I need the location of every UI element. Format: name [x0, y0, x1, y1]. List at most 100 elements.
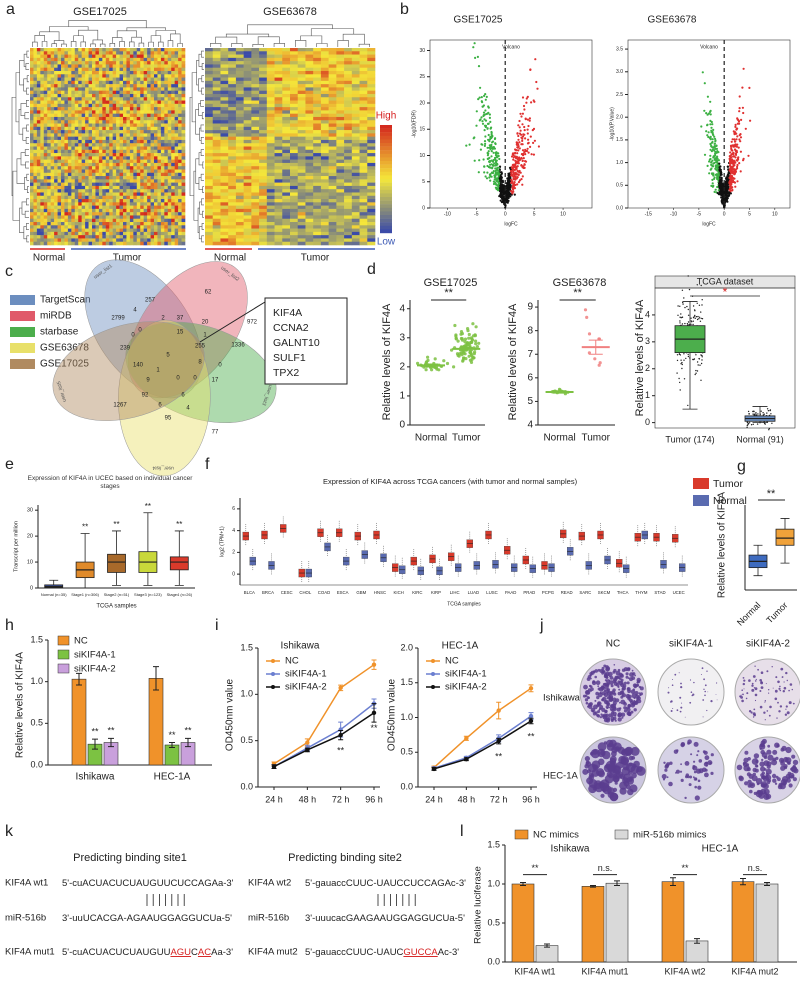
heatmap-cell	[51, 235, 55, 239]
heatmap-cell	[267, 127, 275, 131]
heatmap-cell	[92, 238, 96, 242]
heatmap-cell	[329, 238, 337, 242]
heatmap-cell	[259, 235, 267, 239]
heatmap-cell	[123, 153, 127, 157]
heatmap-cell	[151, 71, 155, 75]
heatmap-cell	[30, 137, 34, 141]
heatmap-cell	[51, 68, 55, 72]
heatmap-cell	[95, 64, 99, 68]
heatmap-cell	[157, 238, 161, 242]
heatmap-cell	[251, 114, 259, 118]
heatmap-cell	[175, 156, 179, 160]
heatmap-cell	[47, 179, 51, 183]
heatmap-cell	[213, 84, 221, 88]
heatmap-cell	[40, 150, 44, 154]
volcano-point	[486, 177, 488, 179]
heatmap-cell	[151, 209, 155, 213]
heatmap-cell	[71, 147, 75, 151]
heatmap-cell	[61, 143, 65, 147]
heatmap-cell	[30, 189, 34, 193]
heatmap-cell	[161, 71, 165, 75]
heatmap-cell	[58, 150, 62, 154]
heatmap-cell	[182, 235, 186, 239]
heatmap-cell	[298, 189, 306, 193]
heatmap-cell	[54, 127, 58, 131]
dendrogram	[201, 150, 204, 156]
heatmap-cell	[33, 156, 37, 160]
heatmap-cell	[171, 189, 175, 193]
heatmap-cell	[151, 124, 155, 128]
heatmap-cell	[130, 84, 134, 88]
heatmap-cell	[40, 94, 44, 98]
heatmap-cell	[282, 212, 290, 216]
heatmap-cell	[178, 84, 182, 88]
heatmap-cell	[144, 140, 148, 144]
heatmap-cell	[130, 169, 134, 173]
heatmap-cell	[205, 196, 213, 200]
volcano-point	[509, 167, 511, 169]
heatmap-cell	[267, 225, 275, 229]
y-tick-label: 10	[419, 153, 425, 159]
heatmap-cell	[33, 137, 37, 141]
heatmap-cell	[344, 169, 352, 173]
heatmap-cell	[282, 225, 290, 229]
heatmap-cell	[259, 160, 267, 164]
heatmap-cell	[106, 153, 110, 157]
heatmap-cell	[298, 225, 306, 229]
heatmap-cell	[47, 133, 51, 137]
heatmap-cell	[178, 206, 182, 210]
heatmap-cell	[275, 186, 283, 190]
heatmap-cell	[352, 127, 360, 131]
heatmap-cell	[259, 117, 267, 121]
heatmap-cell	[259, 140, 267, 144]
heatmap-cell	[130, 173, 134, 177]
heatmap-cell	[267, 189, 275, 193]
heatmap-cell	[137, 153, 141, 157]
heatmap-cell	[54, 235, 58, 239]
dendrogram	[202, 199, 204, 205]
heatmap-cell	[282, 48, 290, 52]
y-axis-label: -log10(FDR)	[411, 110, 417, 138]
heatmap-cell	[275, 107, 283, 111]
heatmap-cell	[109, 235, 113, 239]
heatmap-cell	[329, 212, 337, 216]
heatmap-cell	[151, 117, 155, 121]
heatmap-cell	[44, 179, 48, 183]
heatmap-cell	[164, 130, 168, 134]
heatmap-title: GSE17025	[73, 6, 127, 18]
dendrogram	[25, 113, 29, 119]
heatmap-cell	[147, 229, 151, 233]
heatmap-cell	[75, 153, 79, 157]
heatmap-cell	[244, 219, 252, 223]
heatmap-cell	[336, 74, 344, 78]
heatmap-cell	[137, 150, 141, 154]
heatmap-cell	[182, 229, 186, 233]
heatmap-cell	[61, 179, 65, 183]
heatmap-cell	[236, 120, 244, 124]
heatmap-cell	[329, 117, 337, 121]
heatmap-cell	[267, 169, 275, 173]
heatmap-cell	[123, 225, 127, 229]
heatmap-cell	[164, 71, 168, 75]
heatmap-cell	[99, 192, 103, 196]
color-bar	[380, 147, 392, 151]
heatmap-cell	[205, 101, 213, 105]
heatmap-cell	[168, 242, 172, 246]
heatmap-cell	[290, 209, 298, 213]
heatmap-cell	[140, 189, 144, 193]
heatmap-cell	[305, 166, 313, 170]
heatmap-cell	[344, 235, 352, 239]
heatmap-cell	[182, 97, 186, 101]
heatmap-cell	[360, 127, 368, 131]
heatmap-cell	[137, 78, 141, 82]
volcano-point	[527, 96, 529, 98]
heatmap-cell	[123, 61, 127, 65]
heatmap-cell	[137, 68, 141, 72]
heatmap-cell	[75, 68, 79, 72]
heatmap-cell	[99, 107, 103, 111]
volcano-point	[529, 68, 531, 70]
heatmap-cell	[313, 68, 321, 72]
heatmap-cell	[213, 58, 221, 62]
heatmap-cell	[298, 169, 306, 173]
heatmap-cell	[40, 114, 44, 118]
